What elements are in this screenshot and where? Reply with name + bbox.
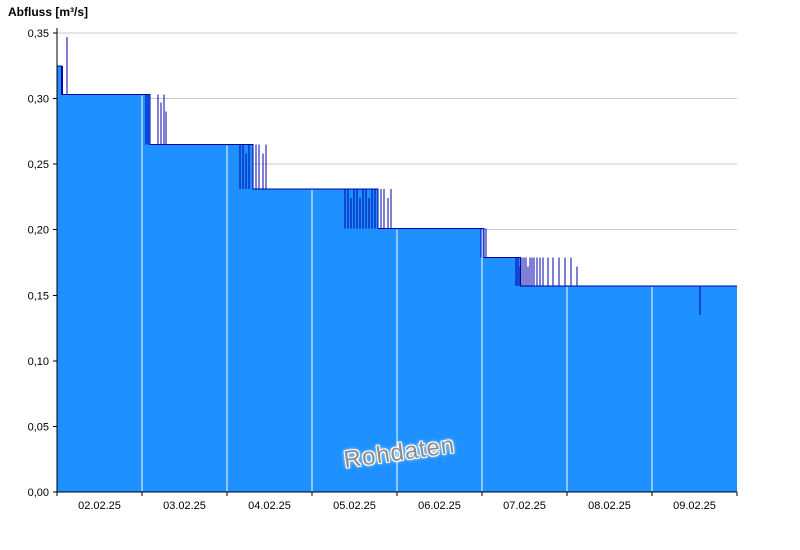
x-tick-label: 04.02.25: [248, 500, 291, 512]
y-tick-label: 0,20: [28, 225, 49, 237]
x-tick-label: 07.02.25: [503, 500, 546, 512]
x-tick-label: 02.02.25: [78, 500, 121, 512]
y-tick-label: 0,15: [28, 290, 49, 302]
y-tick-label: 0,25: [28, 159, 49, 171]
y-tick-label: 0,00: [28, 487, 49, 499]
x-tick-label: 05.02.25: [333, 500, 376, 512]
y-tick-label: 0,05: [28, 421, 49, 433]
x-tick-label: 08.02.25: [588, 500, 631, 512]
x-tick-label: 06.02.25: [418, 500, 461, 512]
y-axis-title: Abfluss [m³/s]: [8, 5, 89, 19]
discharge-line: [57, 65, 737, 287]
y-tick-label: 0,10: [28, 356, 49, 368]
y-tick-label: 0,35: [28, 28, 49, 40]
y-tick-label: 0,30: [28, 94, 49, 106]
x-tick-label: 03.02.25: [163, 500, 206, 512]
x-tick-label: 09.02.25: [673, 500, 716, 512]
